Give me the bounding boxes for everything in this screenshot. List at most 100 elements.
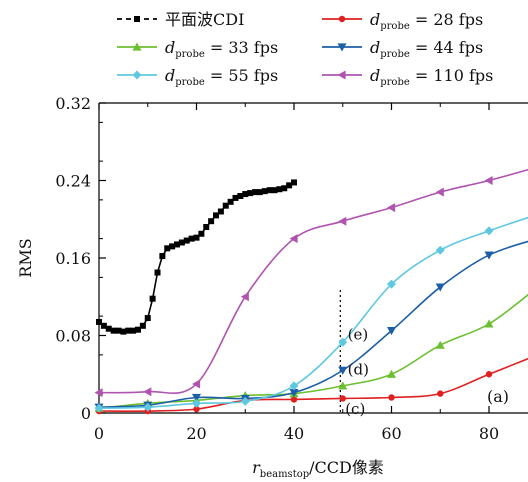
data-point bbox=[338, 366, 348, 375]
y-tick-label: 0 bbox=[81, 404, 91, 423]
data-point bbox=[208, 218, 215, 225]
legend-label: dprobe = 44 fps bbox=[370, 38, 483, 60]
data-point bbox=[94, 403, 104, 413]
data-point bbox=[144, 315, 151, 322]
data-point bbox=[291, 179, 297, 186]
data-point bbox=[232, 194, 239, 201]
x-axis-var: r bbox=[252, 458, 261, 477]
data-point bbox=[388, 394, 395, 401]
legend-sub: probe bbox=[380, 21, 410, 32]
series-line bbox=[98, 181, 295, 333]
data-point bbox=[290, 396, 298, 403]
data-point bbox=[188, 235, 195, 242]
data-point bbox=[94, 388, 103, 398]
legend-swatch-marker bbox=[132, 70, 142, 80]
data-point bbox=[193, 234, 200, 241]
legend-value: = 110 fps bbox=[410, 66, 494, 85]
data-point bbox=[266, 187, 273, 194]
x-tick-label: 40 bbox=[284, 424, 304, 443]
legend-swatch-marker bbox=[337, 70, 346, 80]
x-axis-rest: /CCD像素 bbox=[309, 458, 384, 477]
legend-item-4: dprobe = 55 fps bbox=[117, 66, 278, 88]
series-1 bbox=[95, 357, 528, 415]
legend-var: d bbox=[165, 38, 175, 57]
data-point bbox=[192, 393, 201, 402]
data-point bbox=[485, 371, 493, 378]
series-5 bbox=[94, 168, 528, 398]
data-point bbox=[435, 245, 445, 255]
x-axis-sub: beamstop bbox=[260, 469, 309, 480]
series-line bbox=[98, 240, 528, 408]
data-point bbox=[387, 203, 396, 213]
series-line bbox=[98, 216, 528, 409]
data-point bbox=[387, 279, 396, 289]
legend-swatch-marker bbox=[337, 43, 347, 52]
legend-sub: probe bbox=[175, 49, 205, 60]
legend-value: = 44 fps bbox=[410, 38, 483, 57]
legend-label: dprobe = 110 fps bbox=[370, 66, 493, 88]
data-point bbox=[100, 322, 107, 329]
y-tick-label: 0.16 bbox=[55, 249, 91, 268]
annotation-label: (d) bbox=[348, 360, 369, 378]
series-4 bbox=[94, 216, 528, 413]
data-point bbox=[130, 327, 137, 334]
data-point bbox=[484, 226, 494, 236]
data-point bbox=[198, 230, 205, 237]
legend-sub: probe bbox=[380, 77, 410, 88]
data-point bbox=[164, 245, 171, 252]
data-point bbox=[289, 381, 299, 391]
legend-label: dprobe = 28 fps bbox=[370, 10, 483, 32]
series-0 bbox=[96, 179, 297, 335]
data-point bbox=[271, 187, 278, 194]
data-point bbox=[247, 190, 254, 197]
legend-sub: probe bbox=[380, 49, 410, 60]
legend-label: dprobe = 55 fps bbox=[165, 66, 278, 88]
data-point bbox=[169, 243, 176, 250]
legend-label: 平面波CDI bbox=[165, 10, 244, 29]
data-point bbox=[286, 182, 293, 189]
data-point bbox=[203, 224, 210, 230]
data-point bbox=[237, 193, 244, 199]
data-point bbox=[154, 269, 161, 276]
data-point bbox=[435, 283, 445, 292]
annotation-label: (c) bbox=[345, 400, 365, 418]
y-tick-label: 0.32 bbox=[55, 94, 91, 113]
data-point bbox=[110, 327, 117, 334]
data-point bbox=[183, 237, 190, 244]
data-point bbox=[484, 176, 493, 185]
data-point bbox=[437, 390, 444, 397]
data-point bbox=[115, 327, 122, 334]
panel-label: (a) bbox=[487, 387, 509, 406]
legend-value: = 28 fps bbox=[410, 10, 483, 29]
legend-swatch-marker bbox=[132, 42, 142, 51]
legend-item-2: dprobe = 33 fps bbox=[117, 38, 278, 60]
legend-item-3: dprobe = 44 fps bbox=[322, 38, 483, 60]
data-point bbox=[149, 295, 156, 302]
x-tick-label: 80 bbox=[479, 424, 499, 443]
data-point bbox=[252, 189, 258, 196]
data-point bbox=[338, 337, 348, 347]
x-tick-label: 20 bbox=[186, 424, 206, 443]
legend-swatch-marker bbox=[134, 16, 140, 22]
data-point bbox=[289, 234, 298, 244]
series-line bbox=[98, 357, 528, 413]
x-tick-label: 60 bbox=[381, 424, 401, 443]
data-point bbox=[125, 327, 132, 334]
data-point bbox=[387, 369, 396, 378]
legend-value: = 55 fps bbox=[205, 66, 278, 85]
data-point bbox=[120, 328, 127, 335]
legend-var: d bbox=[165, 66, 175, 85]
data-point bbox=[242, 191, 249, 198]
data-point bbox=[281, 185, 288, 192]
x-tick-label: 0 bbox=[94, 424, 104, 443]
data-point bbox=[222, 202, 229, 209]
series-line bbox=[98, 293, 528, 409]
data-point bbox=[178, 239, 185, 246]
data-point bbox=[435, 187, 444, 197]
legend-swatch-marker bbox=[338, 15, 346, 23]
data-point bbox=[96, 318, 102, 325]
legend-var: d bbox=[370, 38, 380, 57]
data-point bbox=[143, 387, 152, 397]
data-point bbox=[217, 208, 224, 215]
legend-item-0: 平面波CDI bbox=[117, 10, 244, 29]
